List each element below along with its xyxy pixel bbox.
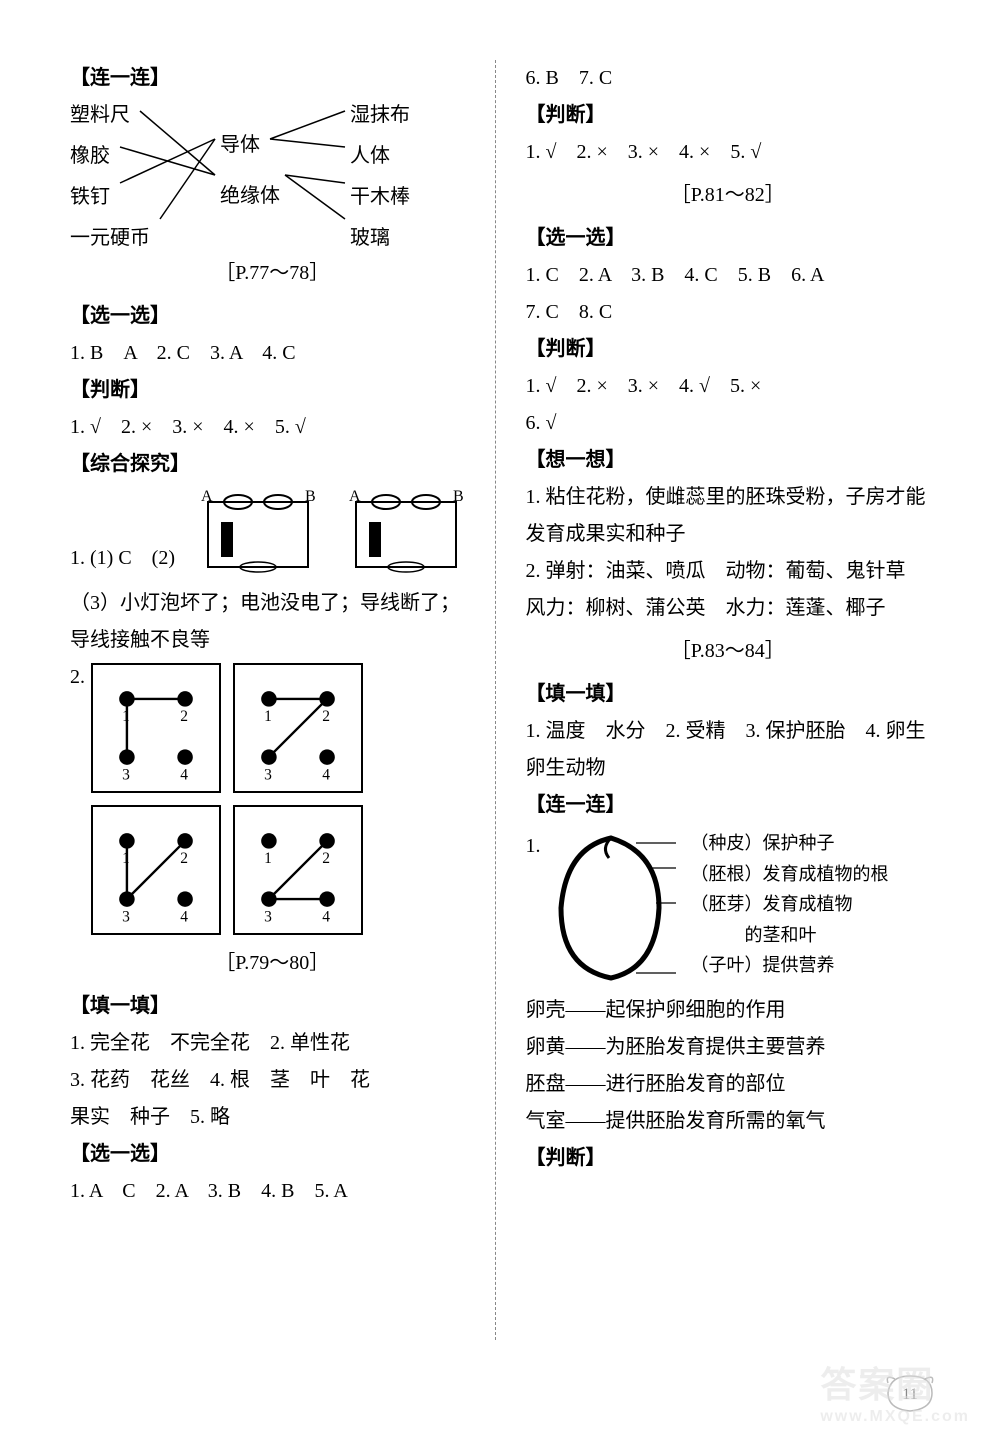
two-column-layout: 【连一连】 塑料尺 橡胶 铁钉 一元硬币 导体 绝缘体 湿抹布 人体 干木棒 玻… bbox=[70, 60, 930, 1340]
seed-labels: （种皮）保护种子 （胚根）发育成植物的根 （胚芽）发育成植物 的茎和叶 （子叶）… bbox=[691, 828, 889, 988]
svg-text:4: 4 bbox=[322, 766, 330, 783]
svg-text:3: 3 bbox=[264, 908, 272, 925]
dot-grid-2: 1 2 3 4 bbox=[233, 663, 363, 793]
dot-grid-3: 1 2 3 4 bbox=[91, 805, 221, 935]
svg-text:2: 2 bbox=[180, 708, 188, 725]
seed-label-4: （子叶）提供营养 bbox=[691, 950, 889, 981]
judge-heading-r2: 【判断】 bbox=[526, 331, 931, 368]
seed-label-1: （胚根）发育成植物的根 bbox=[691, 859, 889, 890]
match-left-3: 一元硬币 bbox=[70, 220, 150, 257]
match-left-0: 塑料尺 bbox=[70, 97, 150, 134]
judge-heading: 【判断】 bbox=[70, 372, 475, 409]
page-number-badge: 11 bbox=[880, 1371, 940, 1416]
page-label-79: ［P.79～80］ bbox=[70, 945, 475, 982]
explore-2-number: 2. bbox=[70, 659, 85, 696]
matching-heading: 【连一连】 bbox=[70, 60, 475, 97]
match-right-2: 干木棒 bbox=[350, 179, 410, 216]
svg-text:4: 4 bbox=[180, 908, 188, 925]
svg-text:1: 1 bbox=[122, 708, 130, 725]
select-heading-r: 【选一选】 bbox=[526, 220, 931, 257]
circuit-diagram-2: A B bbox=[341, 487, 471, 577]
matching-right-items: 湿抹布 人体 干木棒 玻璃 bbox=[350, 97, 410, 257]
match-right-0: 湿抹布 bbox=[350, 97, 410, 134]
egg-lines: 卵壳——起保护卵细胞的作用 卵黄——为胚胎发育提供主要营养 胚盘——进行胚胎发育… bbox=[526, 992, 931, 1140]
select-answers: 1. B A 2. C 3. A 4. C bbox=[70, 335, 475, 372]
top-line: 6. B 7. C bbox=[526, 60, 931, 97]
seed-label-3: 的茎和叶 bbox=[691, 920, 889, 951]
svg-text:2: 2 bbox=[322, 708, 330, 725]
select2-heading: 【选一选】 bbox=[70, 1136, 475, 1173]
judge-answers: 1. √ 2. × 3. × 4. × 5. √ bbox=[70, 409, 475, 446]
matching-center-items: 导体 绝缘体 bbox=[220, 127, 280, 215]
right-column: 6. B 7. C 【判断】 1. √ 2. × 3. × 4. × 5. √ … bbox=[526, 60, 931, 1340]
page-number-text: 11 bbox=[902, 1386, 917, 1403]
svg-text:4: 4 bbox=[322, 908, 330, 925]
seed-diagram bbox=[541, 828, 681, 988]
match-center-1: 绝缘体 bbox=[220, 178, 280, 215]
dot-grid-container: 1 2 3 4 1 2 3 4 bbox=[91, 663, 475, 935]
seed-diagram-wrap: 1. （种皮）保护种子 （胚根）发育成植物的根 （胚芽）发育成植物 的茎和叶 （… bbox=[526, 828, 931, 988]
think-1: 1. 粘住花粉，使雌蕊里的胚珠受粉，子房才能发育成果实和种子 bbox=[526, 479, 931, 553]
matching-left-items: 塑料尺 橡胶 铁钉 一元硬币 bbox=[70, 97, 150, 257]
explore-heading: 【综合探究】 bbox=[70, 446, 475, 483]
select-heading: 【选一选】 bbox=[70, 298, 475, 335]
match-heading-r: 【连一连】 bbox=[526, 787, 931, 824]
dot-grid-section: 2. 1 2 3 4 bbox=[70, 659, 475, 939]
think-heading: 【想一想】 bbox=[526, 442, 931, 479]
fill-answers: 1. 完全花 不完全花 2. 单性花 3. 花药 花丝 4. 根 茎 叶 花 果… bbox=[70, 1025, 475, 1136]
explore-3-text: （3）小灯泡坏了；电池没电了；导线断了；导线接触不良等 bbox=[70, 585, 475, 659]
page-label-83: ［P.83～84］ bbox=[526, 633, 931, 670]
svg-text:2: 2 bbox=[180, 850, 188, 867]
svg-text:3: 3 bbox=[264, 766, 272, 783]
matching-diagram: 塑料尺 橡胶 铁钉 一元硬币 导体 绝缘体 湿抹布 人体 干木棒 玻璃 bbox=[70, 97, 475, 247]
judge-answers-r2: 1. √ 2. × 3. × 4. √ 5. × 6. √ bbox=[526, 368, 931, 442]
seed-label-2: （胚芽）发育成植物 bbox=[691, 889, 889, 920]
page-label-77: ［P.77～78］ bbox=[70, 255, 475, 292]
match-right-3: 玻璃 bbox=[350, 220, 410, 257]
judge-heading-r1: 【判断】 bbox=[526, 97, 931, 134]
svg-text:1: 1 bbox=[122, 850, 130, 867]
dot-grid-4: 1 2 3 4 bbox=[233, 805, 363, 935]
circuit-row: 1. (1) C (2) A B A B bbox=[70, 487, 475, 577]
svg-text:4: 4 bbox=[180, 766, 188, 783]
seed-number: 1. bbox=[526, 828, 541, 865]
svg-text:2: 2 bbox=[322, 850, 330, 867]
seed-label-0: （种皮）保护种子 bbox=[691, 828, 889, 859]
fill-heading-r: 【填一填】 bbox=[526, 676, 931, 713]
svg-text:3: 3 bbox=[122, 766, 130, 783]
select-answers-r: 1. C 2. A 3. B 4. C 5. B 6. A 7. C 8. C bbox=[526, 257, 931, 331]
page-label-81: ［P.81～82］ bbox=[526, 177, 931, 214]
svg-text:1: 1 bbox=[264, 850, 272, 867]
explore-1-prefix: 1. (1) C (2) bbox=[70, 540, 175, 577]
match-center-0: 导体 bbox=[220, 127, 280, 164]
dot-grid-1: 1 2 3 4 bbox=[91, 663, 221, 793]
svg-text:1: 1 bbox=[264, 708, 272, 725]
fill-heading: 【填一填】 bbox=[70, 988, 475, 1025]
think-2: 2. 弹射：油菜、喷瓜 动物：葡萄、鬼针草 风力：柳树、蒲公英 水力：莲蓬、椰子 bbox=[526, 553, 931, 627]
match-right-1: 人体 bbox=[350, 138, 410, 175]
left-column: 【连一连】 塑料尺 橡胶 铁钉 一元硬币 导体 绝缘体 湿抹布 人体 干木棒 玻… bbox=[70, 60, 496, 1340]
judge-heading-r3: 【判断】 bbox=[526, 1140, 931, 1177]
fill-answers-r: 1. 温度 水分 2. 受精 3. 保护胚胎 4. 卵生 卵生动物 bbox=[526, 713, 931, 787]
select2-answers: 1. A C 2. A 3. B 4. B 5. A bbox=[70, 1173, 475, 1210]
svg-text:3: 3 bbox=[122, 908, 130, 925]
circuit-diagram-1: A B bbox=[193, 487, 323, 577]
judge-answers-r1: 1. √ 2. × 3. × 4. × 5. √ bbox=[526, 134, 931, 171]
match-left-1: 橡胶 bbox=[70, 138, 150, 175]
match-left-2: 铁钉 bbox=[70, 179, 150, 216]
